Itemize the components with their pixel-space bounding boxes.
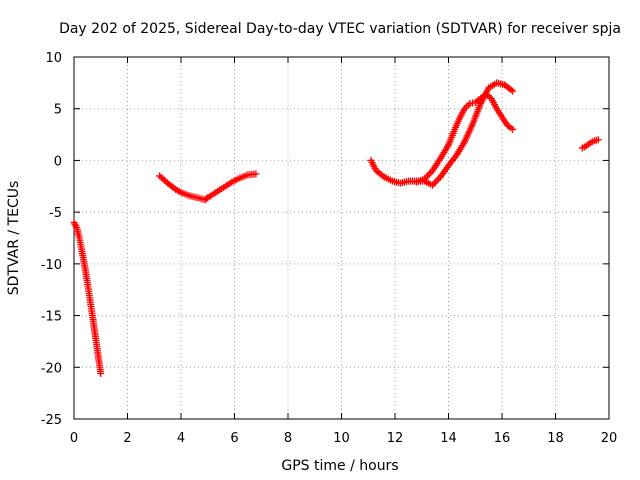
data-point xyxy=(379,172,387,180)
x-tick-label: 20 xyxy=(601,431,618,446)
y-tick-label: -10 xyxy=(41,258,62,273)
data-point xyxy=(594,136,602,144)
y-tick-label: -15 xyxy=(41,310,62,325)
data-point xyxy=(509,87,517,95)
data-point xyxy=(252,170,260,178)
axis-ticks: 0 2 4 6 8 10 12 14 16 18 20 -25 -20 -15 -10 -5 0 5 10 xyxy=(41,51,618,446)
x-tick-label: 12 xyxy=(387,431,404,446)
x-tick-label: 16 xyxy=(494,431,511,446)
data-point xyxy=(430,180,438,188)
x-tick-label: 14 xyxy=(440,431,457,446)
series-segment-2 xyxy=(156,170,260,204)
y-tick-label: 5 xyxy=(54,103,62,118)
data-point xyxy=(432,178,440,186)
x-tick-label: 4 xyxy=(177,431,185,446)
data-points xyxy=(70,79,602,377)
data-point xyxy=(507,86,515,94)
y-tick-label: 0 xyxy=(54,154,62,169)
x-tick-label: 18 xyxy=(547,431,564,446)
data-point xyxy=(97,369,105,377)
data-point xyxy=(425,170,433,178)
data-point xyxy=(428,181,436,189)
chart-title: Day 202 of 2025, Sidereal Day-to-day VTE… xyxy=(59,21,621,37)
y-tick-label: 10 xyxy=(45,51,62,66)
data-point xyxy=(433,176,441,184)
series-segment-3 xyxy=(367,79,517,189)
data-point xyxy=(422,173,430,181)
data-point xyxy=(420,175,428,183)
y-tick-label: -20 xyxy=(41,361,62,376)
x-tick-label: 0 xyxy=(70,431,78,446)
y-tick-label: -5 xyxy=(49,206,62,221)
data-point xyxy=(424,172,432,180)
series-segment-4 xyxy=(412,90,517,186)
y-tick-label: -25 xyxy=(41,413,62,428)
x-tick-label: 2 xyxy=(123,431,131,446)
series-segment-1 xyxy=(70,218,105,377)
x-tick-label: 6 xyxy=(230,431,238,446)
x-tick-label: 10 xyxy=(333,431,350,446)
data-point xyxy=(509,125,517,133)
grid-lines xyxy=(74,57,609,419)
series-segment-5 xyxy=(578,136,602,152)
x-axis-label: GPS time / hours xyxy=(281,458,398,474)
data-point xyxy=(435,175,443,183)
x-tick-label: 8 xyxy=(284,431,292,446)
y-axis-label: SDTVAR / TECUs xyxy=(6,181,22,296)
